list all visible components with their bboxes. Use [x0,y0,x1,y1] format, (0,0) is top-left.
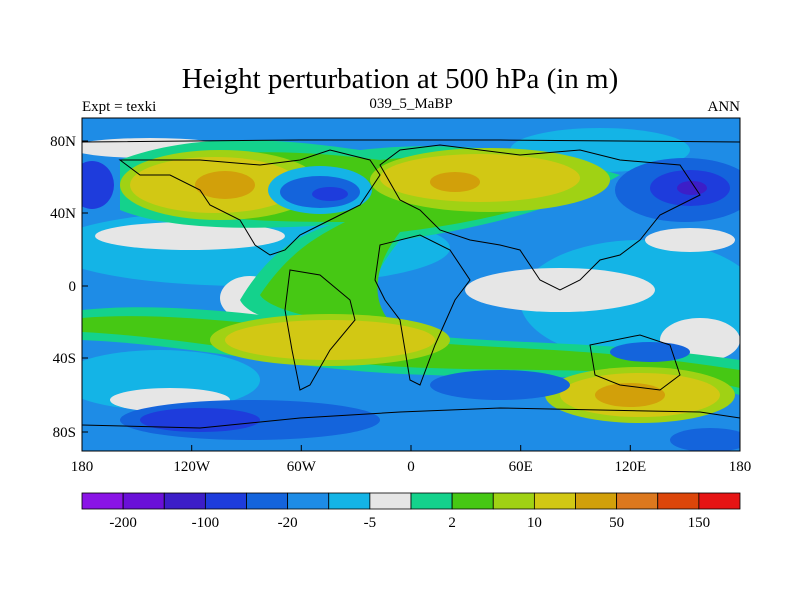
na-low-core [312,187,348,201]
axis-ticks [81,140,741,451]
southern-low-3 [670,428,740,451]
y-axis-labels: 80N 40N 0 40S 80S [50,134,76,441]
colorbar-swatch [369,492,412,510]
x-axis-labels: 180 120W 60W 0 60E 120E 180 [71,459,752,475]
southern-low-4 [610,342,690,362]
pacific-low-west [82,161,114,209]
x-tick-label: 120W [173,459,211,475]
colorbar-swatch [698,492,741,510]
x-tick-label: 120E [614,459,646,475]
y-tick-label: 0 [69,279,77,295]
x-tick-label: 180 [71,459,94,475]
colorbar-swatch [163,492,206,510]
southern-low-2 [430,370,570,400]
eurasia-high-core [430,172,480,192]
y-tick-label: 80N [50,134,76,150]
eurasia-high-mid [380,154,580,202]
x-tick-label: 180 [729,459,752,475]
colorbar-swatch [575,492,618,510]
season-label: ANN [707,99,741,115]
y-tick-label: 40S [53,351,76,367]
siberia-low-core [677,181,707,195]
colorbar-label: -100 [192,515,220,531]
colorbar-label: -200 [109,515,137,531]
colorbar-swatch [246,492,289,510]
y-tick-label: 40N [50,206,76,222]
colorbar-swatch [657,492,700,510]
colorbar-swatch [204,492,247,510]
colorbar-swatch [616,492,659,510]
grey-zone-6 [645,228,735,252]
colorbar-label: 150 [688,515,711,531]
colorbar-swatch [328,492,371,510]
contour-field [82,118,740,451]
southatl-high-mid [225,320,435,360]
colorbar-label: -20 [278,515,298,531]
colorbar-swatch [451,492,494,510]
colorbar-swatch [410,492,453,510]
south-america-outline [284,269,356,391]
grey-zone-1 [95,222,285,250]
x-tick-label: 60W [287,459,317,475]
north-america-outline [118,149,381,256]
australia-outline [589,334,681,391]
colorbar-swatch [287,492,330,510]
antarctica-outline [82,407,740,429]
map-title: Height perturbation at 500 hPa (in m) [181,63,619,95]
colorbar-label: 10 [527,515,542,531]
colorbar-label: -5 [364,515,377,531]
eurasia-outline [379,144,701,291]
colorbar-label: 2 [448,515,456,531]
colorbar-swatch [492,492,535,510]
period-label: 039_5_MaBP [369,96,453,112]
y-tick-label: 80S [53,425,76,441]
colorbar-label: 50 [609,515,624,531]
southpac-high-core [595,383,665,407]
colorbar: -200 -100 -20 -5 2 10 50 150 [81,492,741,531]
arctic-outline [82,139,740,143]
na-high-core [195,171,255,199]
africa-outline [374,234,471,386]
colorbar-swatch [81,492,124,510]
coastlines [82,139,740,429]
experiment-label: Expt = texki [82,99,157,115]
colorbar-swatch [122,492,165,510]
x-tick-label: 60E [509,459,533,475]
colorbar-swatch [533,492,576,510]
x-tick-label: 0 [407,459,415,475]
southern-low-1-core [140,408,260,432]
